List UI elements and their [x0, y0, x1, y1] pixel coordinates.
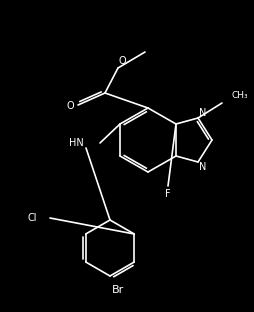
Text: N: N: [199, 162, 207, 172]
Text: Br: Br: [112, 285, 124, 295]
Text: N: N: [199, 108, 207, 118]
Text: HN: HN: [69, 138, 84, 148]
Text: O: O: [118, 56, 126, 66]
Text: CH₃: CH₃: [232, 91, 249, 100]
Text: O: O: [66, 101, 74, 111]
Text: F: F: [165, 189, 171, 199]
Text: Cl: Cl: [27, 213, 37, 223]
